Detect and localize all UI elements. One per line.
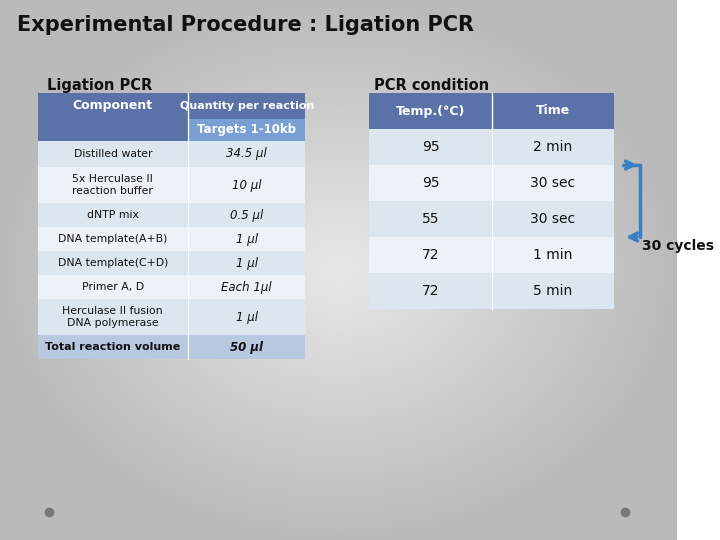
Text: Total reaction volume: Total reaction volume <box>45 342 181 352</box>
Text: 5x Herculase II
reaction buffer: 5x Herculase II reaction buffer <box>72 174 153 196</box>
Text: Primer A, D: Primer A, D <box>81 282 144 292</box>
Text: 30 sec: 30 sec <box>530 212 575 226</box>
Text: dNTP mix: dNTP mix <box>87 210 139 220</box>
Bar <box>37 335 305 359</box>
Text: Quantity per reaction: Quantity per reaction <box>179 101 314 111</box>
Bar <box>369 273 613 309</box>
Bar <box>37 167 305 203</box>
Text: Targets 1-10kb: Targets 1-10kb <box>197 124 296 137</box>
Bar <box>37 203 305 227</box>
Text: Herculase II fusion
DNA polymerase: Herculase II fusion DNA polymerase <box>63 306 163 328</box>
Text: Experimental Procedure : Ligation PCR: Experimental Procedure : Ligation PCR <box>17 15 474 35</box>
Bar <box>37 141 305 167</box>
Text: 95: 95 <box>422 140 439 154</box>
Text: Component: Component <box>73 99 153 112</box>
Bar <box>37 227 305 251</box>
Text: Each 1μl: Each 1μl <box>221 280 272 294</box>
Bar <box>37 299 305 335</box>
Text: 1 μl: 1 μl <box>235 233 258 246</box>
Text: 50 μl: 50 μl <box>230 341 264 354</box>
Text: 30 cycles: 30 cycles <box>642 239 714 253</box>
Text: 1 min: 1 min <box>533 248 572 262</box>
Text: Time: Time <box>536 105 570 118</box>
Text: Ligation PCR: Ligation PCR <box>47 78 152 93</box>
Text: 0.5 μl: 0.5 μl <box>230 208 264 221</box>
Text: PCR condition: PCR condition <box>374 78 489 93</box>
Bar <box>369 93 613 129</box>
Text: 30 sec: 30 sec <box>530 176 575 190</box>
Text: 72: 72 <box>422 248 439 262</box>
Bar <box>37 93 305 119</box>
Text: 5 min: 5 min <box>533 284 572 298</box>
Text: 2 min: 2 min <box>533 140 572 154</box>
Bar <box>37 119 188 141</box>
Text: 34.5 μl: 34.5 μl <box>226 147 267 160</box>
Bar <box>369 237 613 273</box>
Bar <box>37 251 305 275</box>
Text: Distilled water: Distilled water <box>73 149 152 159</box>
Bar <box>188 119 305 141</box>
Bar <box>37 275 305 299</box>
Bar <box>369 201 613 237</box>
Bar <box>369 129 613 165</box>
Text: 10 μl: 10 μl <box>232 179 261 192</box>
Text: 72: 72 <box>422 284 439 298</box>
Text: 1 μl: 1 μl <box>235 310 258 323</box>
Text: Temp.(°C): Temp.(°C) <box>396 105 465 118</box>
Text: 55: 55 <box>422 212 439 226</box>
Text: DNA template(A+B): DNA template(A+B) <box>58 234 168 244</box>
Text: 95: 95 <box>422 176 439 190</box>
Text: 1 μl: 1 μl <box>235 256 258 269</box>
Bar <box>369 165 613 201</box>
Text: DNA template(C+D): DNA template(C+D) <box>58 258 168 268</box>
